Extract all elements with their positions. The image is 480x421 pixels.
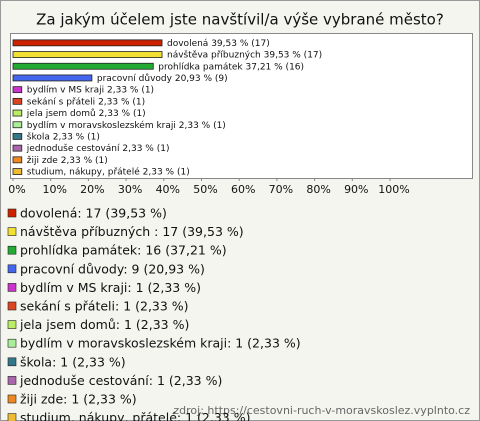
bar-category: bydlím v MS kraji xyxy=(27,85,104,95)
bar xyxy=(12,86,23,94)
legend-label: žiji zde: 1 (2,33 %) xyxy=(20,392,137,407)
legend-swatch xyxy=(7,227,17,236)
x-tick-label: 90% xyxy=(344,183,368,196)
legend-swatch xyxy=(7,413,17,421)
bar-label: návštěva příbuzných 39,53 % (17) xyxy=(167,49,322,60)
bar-value-label: 2,33 % (1) xyxy=(107,85,154,95)
x-tick-label: 40% xyxy=(156,183,180,196)
bar-label: sekání s přáteli 2,33 % (1) xyxy=(27,97,145,107)
bar-label: jednoduše cestování 2,33 % (1) xyxy=(26,143,170,154)
x-tick-label: 80% xyxy=(306,183,330,196)
bar-value-label: 37,21 % (16) xyxy=(246,62,305,72)
chart-title: Za jakým účelem jste navštívil/a výše vy… xyxy=(36,11,444,29)
legend-label: jela jsem domů: 1 (2,33 %) xyxy=(19,317,189,332)
bar-label: bydlím v moravskoslezském kraji 2,33 % (… xyxy=(27,119,226,130)
bar-label: jela jsem domů 2,33 % (1) xyxy=(26,108,146,119)
bar xyxy=(12,62,154,70)
bar xyxy=(12,39,163,47)
legend-swatch xyxy=(7,245,17,255)
bar xyxy=(12,144,23,152)
legend-swatch xyxy=(7,301,17,311)
legend-label: studium, nákupy, přátelé: 1 (2,33 %) xyxy=(20,410,250,421)
bar xyxy=(12,74,93,82)
bar-value-label: 2,33 % (1) xyxy=(122,144,169,154)
x-tick-label: 10% xyxy=(42,183,66,196)
bar-category: studium, nákupy, přátelé xyxy=(27,166,140,177)
legend-label: bydlím v MS kraji: 1 (2,33 %) xyxy=(20,280,201,295)
bar xyxy=(12,156,23,164)
bar-value-label: 2,33 % (1) xyxy=(53,132,100,142)
legend-label: jednoduše cestování: 1 (2,33 %) xyxy=(19,373,222,388)
x-tick-label: 30% xyxy=(118,183,142,196)
x-tick-label: 0% xyxy=(8,183,25,196)
bar xyxy=(12,97,23,105)
legend-label: sekání s přáteli: 1 (2,33 %) xyxy=(20,299,189,314)
bar-label: pracovní důvody 20,93 % (9) xyxy=(97,72,228,83)
legend-label: pracovní důvody: 9 (20,93 %) xyxy=(20,261,205,276)
bar-label: dovolená 39,53 % (17) xyxy=(167,38,270,48)
legend-label: prohlídka památek: 16 (37,21 %) xyxy=(20,243,227,258)
legend-label: bydlím v moravskoslezském kraji: 1 (2,33… xyxy=(20,336,301,351)
legend-swatch xyxy=(7,208,17,218)
legend-swatch xyxy=(7,357,17,367)
bar-category: sekání s přáteli xyxy=(27,97,95,107)
legend-swatch xyxy=(7,320,17,329)
bar-value-label: 2,33 % (1) xyxy=(99,109,146,119)
bar-label: studium, nákupy, přátelé 2,33 % (1) xyxy=(27,166,190,177)
bar-category: pracovní důvody xyxy=(97,72,173,83)
bar xyxy=(12,168,23,175)
bar-category: žiji zde xyxy=(27,155,59,165)
bar xyxy=(12,133,23,140)
legend-swatch xyxy=(7,264,17,274)
bar-label: škola 2,33 % (1) xyxy=(27,131,100,142)
x-tick-label: 50% xyxy=(193,183,217,196)
bar-category: prohlídka památek xyxy=(158,62,243,72)
legend-swatch xyxy=(7,376,17,385)
bar xyxy=(12,109,23,117)
legend-swatch xyxy=(7,338,17,348)
x-tick-label: 60% xyxy=(231,183,255,196)
bar-category: jednoduše cestování xyxy=(26,143,120,154)
legend-label: návštěva příbuzných : 17 (39,53 %) xyxy=(20,224,244,239)
bar-value-label: 20,93 % (9) xyxy=(175,73,228,83)
bar-category: dovolená xyxy=(167,38,208,48)
bar-value-label: 2,33 % (1) xyxy=(143,167,190,177)
x-tick-label: 70% xyxy=(269,183,293,196)
legend-label: škola: 1 (2,33 %) xyxy=(20,354,126,369)
legend-label: dovolená: 17 (39,53 %) xyxy=(20,206,167,221)
bar-value-label: 2,33 % (1) xyxy=(61,155,108,165)
bar-category: škola xyxy=(27,131,50,142)
bar-label: žiji zde 2,33 % (1) xyxy=(27,155,108,165)
bar-value-label: 2,33 % (1) xyxy=(98,97,145,107)
bar-value-label: 39,53 % (17) xyxy=(211,38,270,48)
bar-value-label: 2,33 % (1) xyxy=(179,120,226,130)
bar-value-label: 39,53 % (17) xyxy=(264,50,323,60)
bar xyxy=(12,121,23,129)
legend-swatch xyxy=(7,283,17,292)
x-tick-label: 100% xyxy=(378,183,409,196)
bar-label: prohlídka památek 37,21 % (16) xyxy=(158,62,304,72)
bar-category: bydlím v moravskoslezském kraji xyxy=(27,119,176,130)
legend-swatch xyxy=(7,394,17,404)
bar-category: jela jsem domů xyxy=(26,108,96,119)
bar xyxy=(12,51,163,58)
bar-label: bydlím v MS kraji 2,33 % (1) xyxy=(27,85,154,95)
x-tick-label: 20% xyxy=(80,183,104,196)
source: zdroj: https://cestovni-ruch-v-moravskos… xyxy=(173,404,470,417)
bar-category: návštěva příbuzných xyxy=(167,49,261,60)
